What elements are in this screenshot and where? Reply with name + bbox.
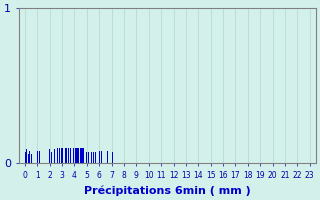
Bar [57,148,58,163]
Bar [68,148,69,163]
Bar [65,148,66,163]
Bar [83,148,84,163]
Bar [81,148,82,163]
Bar [49,149,50,163]
Bar [93,152,94,163]
Bar [55,148,56,163]
Bar [86,152,87,163]
Bar [107,151,108,163]
Bar [66,148,67,163]
Bar [75,148,76,163]
Bar [112,152,113,163]
Bar [39,151,40,163]
X-axis label: Précipitations 6min ( mm ): Précipitations 6min ( mm ) [84,185,251,196]
Bar [95,152,96,163]
Bar [88,152,89,163]
Bar [59,148,60,163]
Bar [84,152,85,163]
Bar [31,154,32,163]
Bar [77,148,78,163]
Bar [29,151,30,163]
Bar [51,152,52,163]
Bar [62,148,63,163]
Bar [78,148,79,163]
Bar [61,148,62,163]
Bar [82,148,83,163]
Bar [99,151,100,163]
Bar [76,148,77,163]
Bar [37,151,38,163]
Bar [25,152,26,163]
Bar [90,152,91,163]
Bar [80,148,81,163]
Bar [102,152,103,163]
Bar [70,148,71,163]
